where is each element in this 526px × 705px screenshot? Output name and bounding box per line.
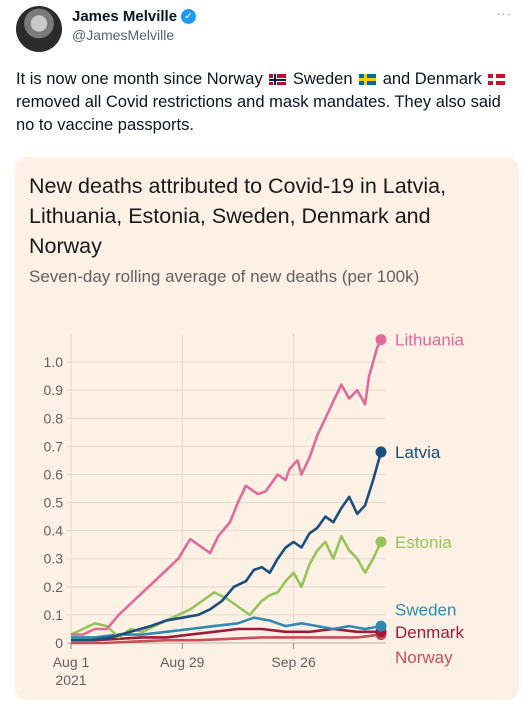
series-label-latvia: Latvia	[395, 443, 441, 462]
y-tick-label: 0.2	[44, 579, 64, 595]
series-line-lithuania	[71, 339, 383, 636]
tweet-text-part: Sweden	[288, 70, 353, 88]
y-tick-label: 0.9	[44, 382, 64, 398]
sweden-flag-icon	[359, 74, 377, 85]
series-label-lithuania: Lithuania	[395, 331, 465, 350]
line-chart: 0 0.1 0.2 0.3 0.4 0.5 0.6 0.7 0.8 0.9 1.0 Aug 1 2021…	[44, 331, 465, 688]
x-tick-label: Aug 1	[53, 654, 90, 670]
y-tick-label: 0	[55, 635, 63, 651]
author-name-row: James Melville ✓	[72, 8, 197, 25]
series-end-dot-lithuania	[375, 334, 387, 346]
series-line-norway	[71, 633, 382, 645]
series-label-denmark: Denmark	[395, 623, 464, 642]
y-tick-label: 0.6	[44, 466, 64, 482]
y-tick-label: 0.3	[44, 551, 64, 567]
norway-flag-icon	[269, 74, 287, 85]
series-label-norway: Norway	[395, 648, 453, 667]
verified-badge-icon: ✓	[181, 9, 197, 24]
author-handle[interactable]: @JamesMelville	[72, 27, 175, 43]
author-name[interactable]: James Melville	[72, 8, 178, 25]
series-line-sweden	[71, 616, 382, 639]
y-tick-label: 0.7	[44, 438, 64, 454]
x-tick-sublabel: 2021	[55, 672, 86, 688]
y-tick-label: 0.4	[44, 523, 64, 539]
y-tick-label: 0.5	[44, 495, 64, 511]
y-tick-label: 0.1	[44, 607, 64, 623]
tweet-text-part: It is now one month since Norway	[16, 70, 263, 88]
series-end-dot-latvia	[375, 446, 387, 458]
tweet-text-part: removed all Covid restrictions and mask …	[16, 93, 501, 134]
more-options-icon[interactable]: ···	[496, 6, 512, 21]
author-avatar[interactable]	[16, 6, 62, 52]
tweet-text: It is now one month since Norway Sweden …	[16, 68, 516, 137]
series-end-dot-estonia	[375, 536, 387, 548]
series-end-dot-sweden	[375, 620, 387, 632]
x-tick-label: Aug 29	[160, 654, 205, 670]
series-line-latvia	[71, 451, 383, 642]
denmark-flag-icon	[488, 74, 506, 85]
tweet-text-part: and Denmark	[378, 70, 482, 88]
chart-title: New deaths attributed to Covid-19 in Lat…	[29, 174, 447, 258]
y-tick-label: 0.8	[44, 410, 64, 426]
series-line-estonia	[70, 534, 383, 639]
chart-subtitle: Seven-day rolling average of new deaths …	[29, 267, 420, 286]
series-label-sweden: Sweden	[395, 600, 456, 619]
chart-card[interactable]: New deaths attributed to Covid-19 in Lat…	[15, 157, 519, 700]
series-label-estonia: Estonia	[395, 533, 452, 552]
y-tick-label: 1.0	[44, 354, 64, 370]
x-tick-label: Sep 26	[271, 654, 316, 670]
